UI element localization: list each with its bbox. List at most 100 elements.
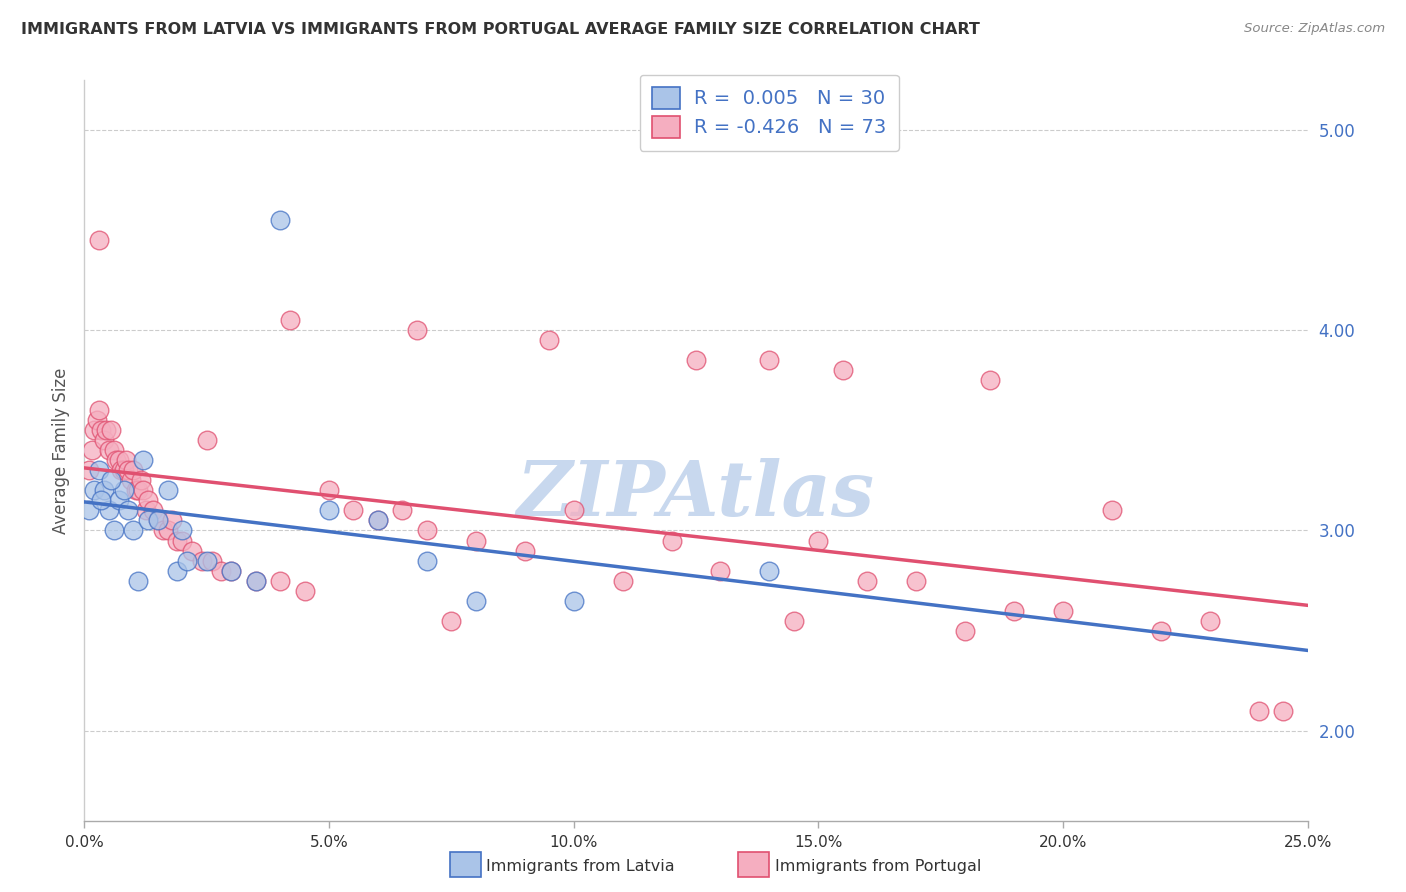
Point (905, 574, 928, 588)
Point (758, 353, 780, 368)
Point (107, 453, 129, 467)
Point (135, 503, 157, 517)
Point (107, 493, 129, 508)
Point (110, 463, 132, 477)
Point (122, 463, 145, 477)
Point (83, 483, 105, 498)
Point (100, 424, 122, 438)
Point (209, 564, 232, 578)
Point (367, 514, 389, 528)
Point (269, 574, 291, 588)
Point (112, 483, 135, 498)
Point (156, 524, 179, 538)
Point (100, 474, 122, 488)
Point (1272, 704, 1295, 718)
Point (1198, 614, 1220, 628)
Point (166, 533, 188, 548)
Point (97, 503, 120, 517)
Point (1247, 704, 1270, 718)
Y-axis label: Average Family Size: Average Family Size (52, 368, 70, 533)
Point (86, 413, 108, 427)
Point (562, 593, 585, 607)
Point (612, 574, 634, 588)
Text: IMMIGRANTS FROM LATVIA VS IMMIGRANTS FROM PORTUGAL AVERAGE FAMILY SIZE CORRELATI: IMMIGRANTS FROM LATVIA VS IMMIGRANTS FRO… (21, 22, 980, 37)
Point (538, 334, 561, 348)
Point (464, 533, 486, 548)
Point (1002, 603, 1025, 617)
Point (129, 474, 152, 488)
Point (219, 564, 242, 578)
Point (152, 524, 174, 538)
Point (146, 514, 169, 528)
Point (513, 543, 536, 558)
Point (416, 524, 439, 538)
Point (90, 493, 112, 508)
Point (807, 533, 830, 548)
Point (77, 463, 100, 477)
Point (172, 524, 194, 538)
Point (191, 553, 214, 567)
Point (93, 434, 115, 448)
Point (1052, 603, 1074, 617)
Point (83, 424, 105, 438)
Point (269, 213, 291, 227)
Point (464, 593, 486, 607)
Point (142, 503, 165, 517)
Text: ZIPAtlas: ZIPAtlas (517, 458, 875, 532)
Text: Source: ZipAtlas.com: Source: ZipAtlas.com (1244, 22, 1385, 36)
Point (87, 233, 110, 247)
Point (103, 524, 125, 538)
Point (156, 483, 179, 498)
Point (245, 574, 267, 588)
Point (440, 614, 463, 628)
Point (661, 533, 683, 548)
Point (294, 583, 316, 598)
Point (127, 483, 149, 498)
Point (132, 453, 155, 467)
Point (406, 323, 429, 337)
Point (416, 553, 439, 567)
Point (562, 503, 585, 517)
Point (132, 483, 155, 498)
Point (127, 574, 149, 588)
Point (685, 353, 707, 368)
Point (80, 443, 103, 458)
Point (195, 434, 218, 448)
Point (166, 564, 188, 578)
Point (122, 524, 145, 538)
Point (318, 503, 340, 517)
Point (105, 453, 128, 467)
Point (172, 533, 194, 548)
Point (115, 453, 138, 467)
Point (136, 493, 159, 508)
Point (195, 553, 218, 567)
Point (125, 483, 148, 498)
Text: Immigrants from Portugal: Immigrants from Portugal (775, 859, 981, 873)
Point (953, 624, 976, 638)
Point (783, 614, 806, 628)
Point (97, 443, 120, 458)
Point (103, 443, 125, 458)
Point (77, 503, 100, 517)
Point (979, 373, 1001, 387)
Point (117, 463, 139, 477)
Point (87, 463, 110, 477)
Point (90, 424, 112, 438)
Point (146, 514, 169, 528)
Point (245, 574, 267, 588)
Point (176, 553, 198, 567)
Point (391, 503, 413, 517)
Point (219, 564, 242, 578)
Point (117, 503, 139, 517)
Point (200, 553, 222, 567)
Point (87, 403, 110, 417)
Point (96, 424, 118, 438)
Point (831, 363, 853, 377)
Point (758, 564, 780, 578)
Legend: R =  0.005   N = 30, R = -0.426   N = 73: R = 0.005 N = 30, R = -0.426 N = 73 (640, 75, 898, 151)
Point (112, 463, 135, 477)
Point (1101, 503, 1123, 517)
Point (856, 574, 879, 588)
Point (1150, 624, 1173, 638)
Text: Immigrants from Latvia: Immigrants from Latvia (486, 859, 675, 873)
